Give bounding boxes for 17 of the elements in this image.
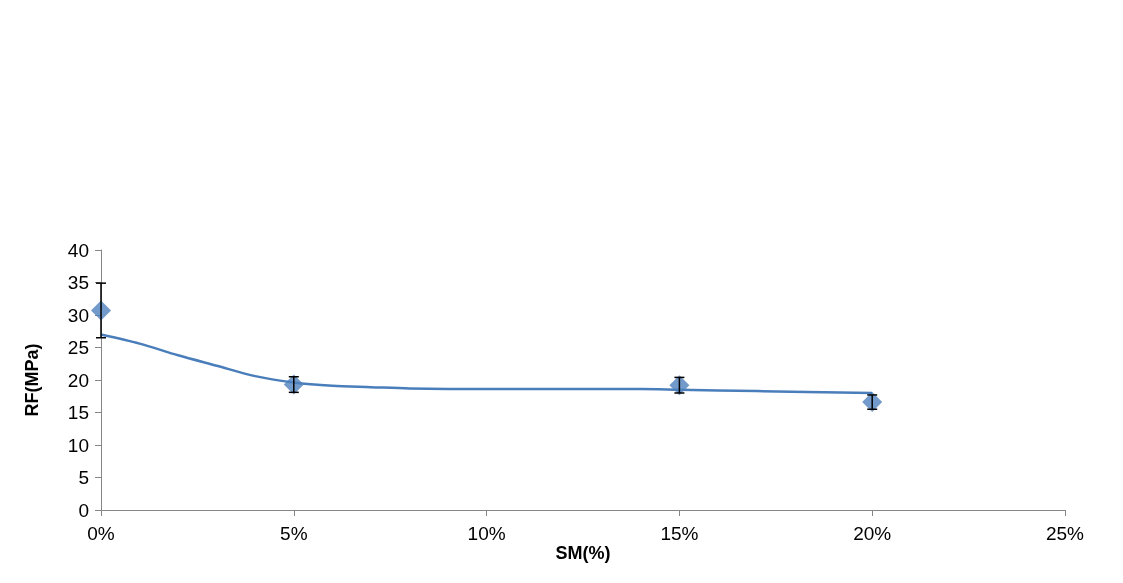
x-tick-label: 25% <box>1045 523 1085 544</box>
x-tick-label: 20% <box>853 523 892 544</box>
y-tick-label: 25 <box>67 337 89 358</box>
x-tick-label: 10% <box>467 523 506 544</box>
x-tick-label: 0% <box>87 523 115 544</box>
x-tick-label: 5% <box>280 523 308 544</box>
y-tick-label: 15 <box>67 402 89 423</box>
y-tick-label: 5 <box>78 467 89 488</box>
x-tick-label: 15% <box>660 523 699 544</box>
y-tick-label: 10 <box>67 434 89 456</box>
x-axis-title: SM(%) <box>555 542 611 563</box>
y-tick-label: 20 <box>67 369 89 391</box>
y-axis-title: RF(MPa) <box>22 343 42 417</box>
y-tick-label: 40 <box>67 239 89 261</box>
y-tick-label: 0 <box>78 499 89 521</box>
y-tick-label: 30 <box>67 304 89 326</box>
y-tick-label: 35 <box>67 272 89 293</box>
